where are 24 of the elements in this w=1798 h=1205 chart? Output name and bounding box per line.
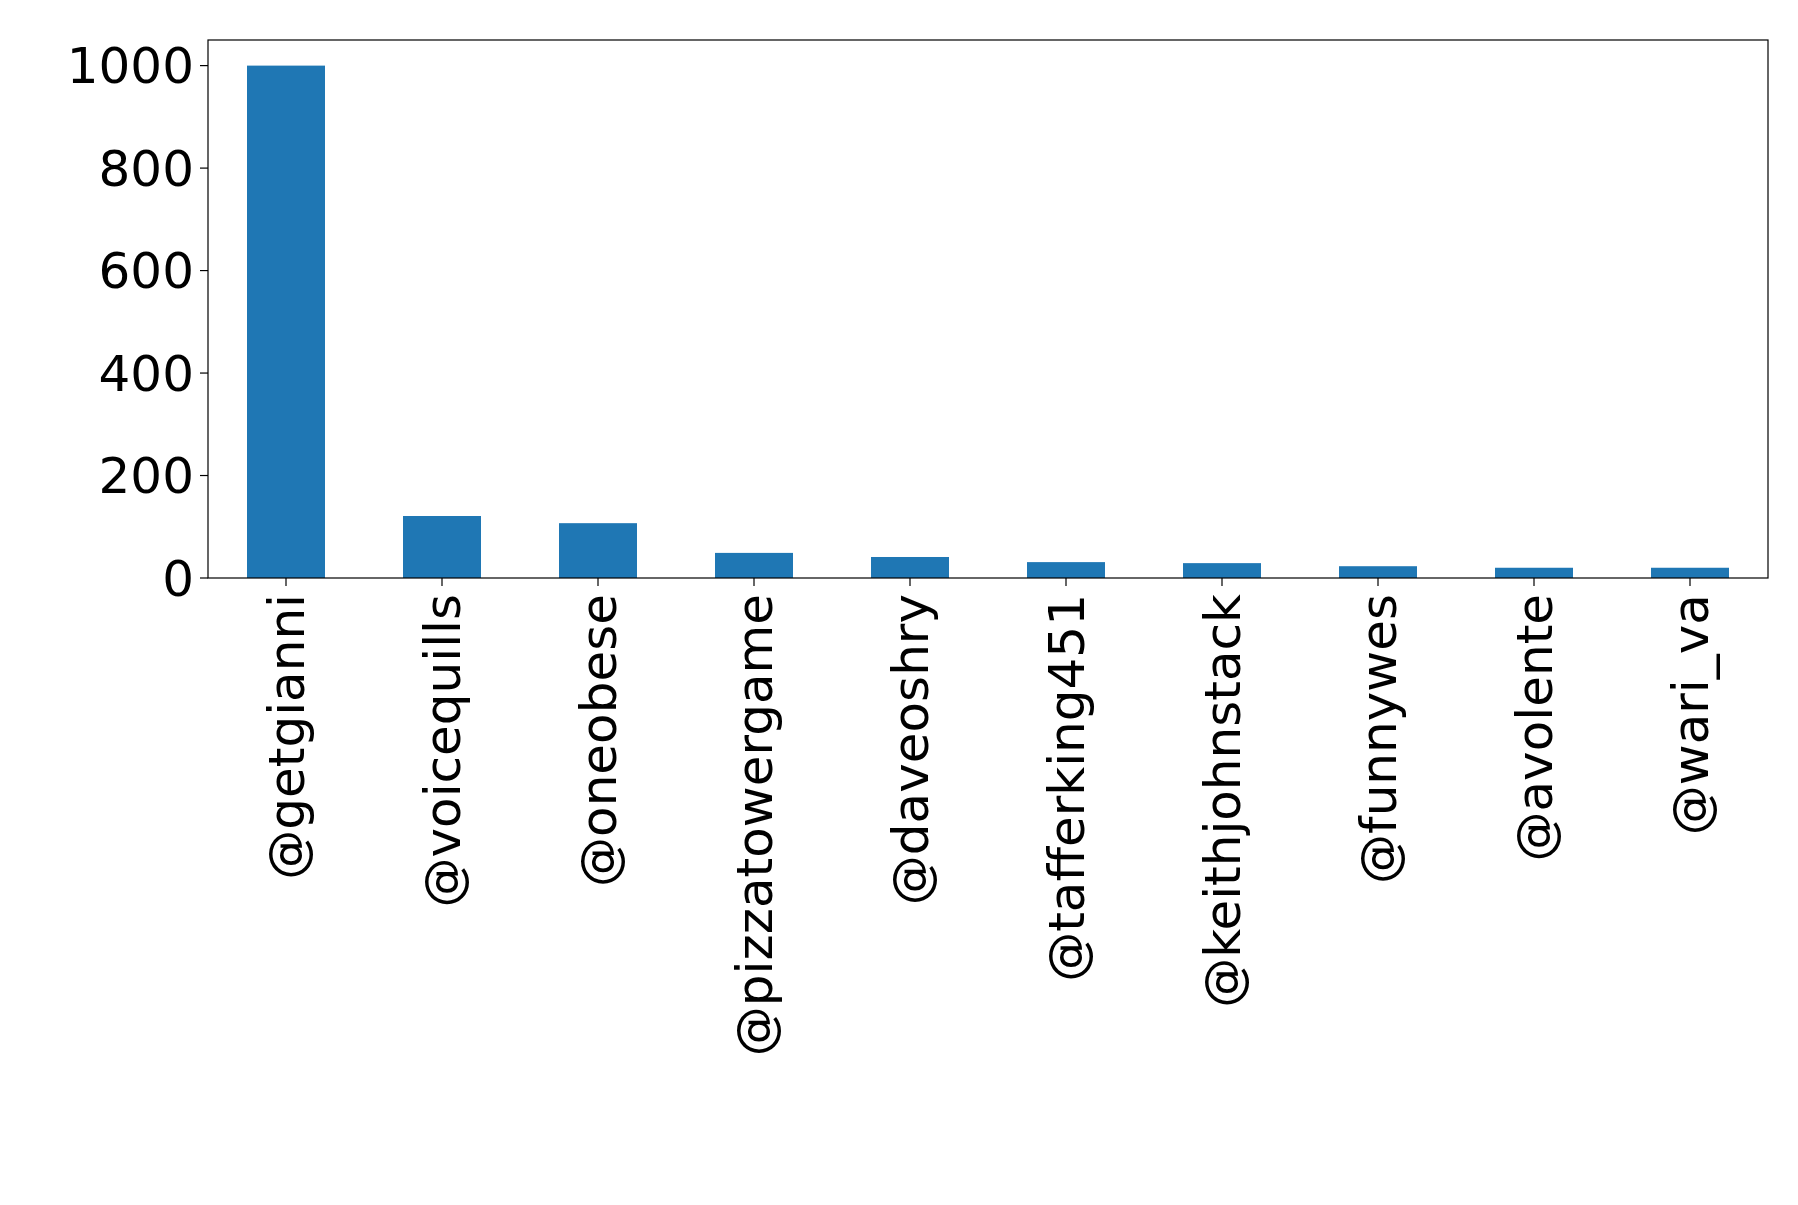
- x-tick-label: @funnywes: [1349, 594, 1408, 884]
- x-tick-label: @wari_va: [1661, 594, 1720, 836]
- y-tick-label: 600: [98, 242, 194, 301]
- bar: [715, 552, 793, 578]
- x-tick-label: @keithjohnstack: [1193, 593, 1252, 1008]
- y-tick-label: 400: [98, 344, 194, 403]
- y-tick-label: 0: [162, 549, 194, 608]
- x-tick-label: @avolente: [1505, 594, 1564, 862]
- x-tick-label: @voicequills: [413, 594, 472, 908]
- x-tick-label: @pizzatowergame: [725, 594, 784, 1057]
- y-tick-label: 800: [98, 139, 194, 198]
- bar: [403, 516, 481, 578]
- x-tick-label: @tafferking451: [1037, 594, 1096, 982]
- y-tick-label: 1000: [66, 37, 194, 96]
- bar: [247, 65, 325, 578]
- bar: [559, 523, 637, 578]
- bar: [1339, 566, 1417, 578]
- bar: [1183, 563, 1261, 578]
- y-tick-label: 200: [98, 447, 194, 506]
- x-tick-label: @getgianni: [257, 594, 316, 880]
- x-tick-label: @daveoshry: [881, 594, 940, 906]
- x-tick-label: @oneobese: [569, 594, 628, 887]
- bar: [871, 556, 949, 578]
- bar: [1027, 562, 1105, 578]
